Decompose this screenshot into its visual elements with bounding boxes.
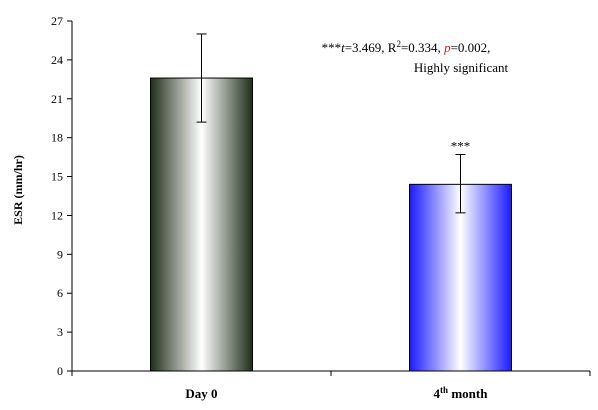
y-axis-title: ESR (mm/hr) xyxy=(11,155,25,225)
bar-1 xyxy=(409,183,512,372)
stats-annotation-line1: ***t=3.469, R2=0.334, p=0.002, xyxy=(322,39,491,55)
bar-significance-marker: *** xyxy=(451,139,471,154)
x-category-label: 4th month xyxy=(434,385,489,401)
y-tick-label: 9 xyxy=(57,247,63,261)
y-tick-label: 0 xyxy=(57,364,63,378)
y-tick-label: 18 xyxy=(51,131,63,145)
stats-p-value: =0.002, xyxy=(451,40,491,55)
bars-group xyxy=(150,77,512,372)
stats-p-symbol: p xyxy=(443,40,451,55)
stats-annotation-line2: Highly significant xyxy=(414,60,509,75)
stats-t-symbol: t xyxy=(341,40,345,55)
stats-prefix: *** xyxy=(322,40,342,55)
x-category-label: Day 0 xyxy=(185,386,217,401)
y-tick-label: 12 xyxy=(51,208,63,222)
y-tick-label: 24 xyxy=(51,53,63,67)
x-axis xyxy=(71,370,591,376)
error-bars-group xyxy=(196,33,466,214)
bar-annotations-group: *** xyxy=(451,139,471,154)
category-labels-group: Day 0 4th month xyxy=(185,385,488,401)
stats-r-value: =0.334, xyxy=(401,40,444,55)
y-tick-label: 27 xyxy=(51,14,63,28)
y-tick-label: 21 xyxy=(51,92,63,106)
stats-t-value: =3.469, R xyxy=(345,40,397,55)
y-tick-label: 3 xyxy=(57,325,63,339)
y-axis: 0 3 6 9 12 15 18 21 24 27 xyxy=(51,14,73,378)
y-tick-label: 15 xyxy=(51,170,63,184)
bar-0 xyxy=(150,77,253,372)
stats-r-superscript: 2 xyxy=(396,39,401,49)
y-tick-label: 6 xyxy=(57,286,63,300)
